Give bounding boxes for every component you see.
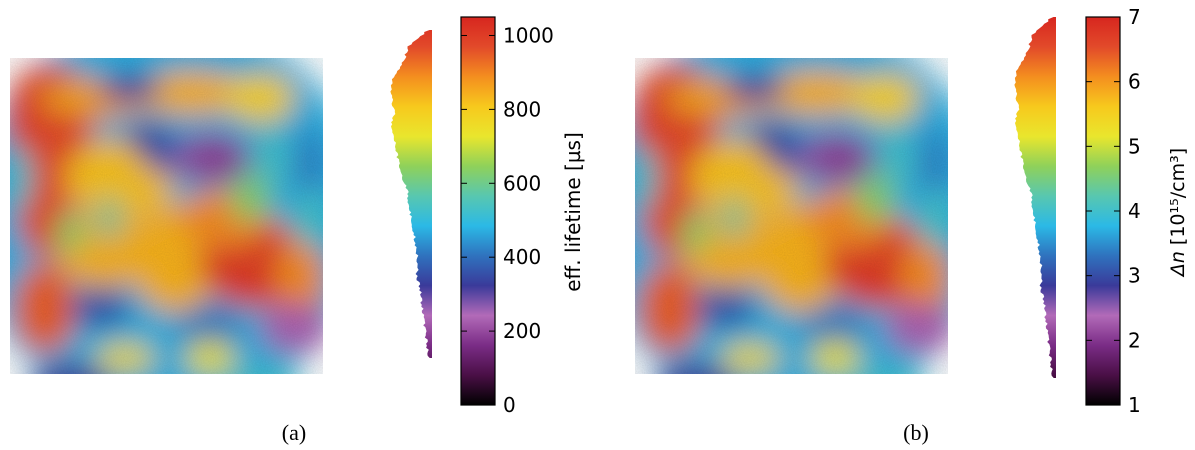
- colorbar-label-a: eff. lifetime [µs]: [561, 132, 585, 292]
- colorbar-tick-label: 2: [1128, 328, 1141, 352]
- colorbar-tick-label: 1000: [503, 23, 554, 47]
- heatmap-a: [10, 58, 323, 374]
- caption-b: (b): [903, 420, 929, 445]
- colorbar-tick-label: 0: [503, 393, 516, 417]
- colorbar-label-b: Δn [10¹⁵/cm³]: [1167, 148, 1189, 278]
- caption-a: (a): [281, 420, 307, 445]
- colorbar-tick-label: 400: [503, 245, 541, 269]
- colorbar-tick-label: 600: [503, 171, 541, 195]
- colorbar-tick-label: 800: [503, 97, 541, 121]
- colorbar-tick-label: 1: [1128, 393, 1141, 417]
- colorbar-tick-label: 7: [1128, 5, 1141, 29]
- colorbar-tick-label: 5: [1128, 134, 1141, 158]
- colorbar-b: 1 2 3 4 5 6 7 Δn [10¹⁵/cm³]: [1085, 5, 1189, 417]
- colorbar-tick-label: 6: [1128, 70, 1141, 94]
- histogram-b: [1014, 17, 1056, 378]
- histogram-a: [390, 30, 432, 358]
- colorbar-tick-label: 3: [1128, 264, 1141, 288]
- heatmap-b: [635, 58, 948, 374]
- colorbar-tick-label: 200: [503, 319, 541, 343]
- colorbar-tick-label: 4: [1128, 199, 1141, 223]
- colorbar-a: 0 200 400 600 800 1000 eff. lifetime [µs]: [460, 16, 585, 417]
